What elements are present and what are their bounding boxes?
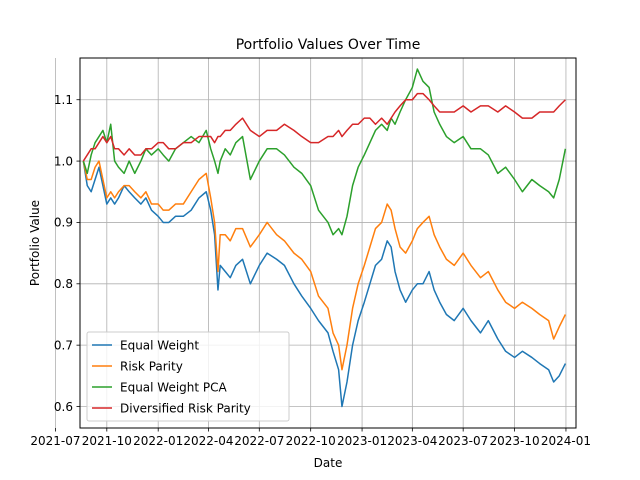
plot-frame — [79, 57, 577, 429]
series-line-diversified-risk-parity — [82, 92, 566, 162]
x-tick-label: 2023-10 — [489, 434, 539, 448]
x-tick-label: 2021-07 — [30, 434, 80, 448]
series-line-equal-weight-pca — [82, 68, 567, 236]
chart-title: Portfolio Values Over Time — [236, 37, 421, 53]
x-tick-label: 2023-01 — [337, 434, 387, 448]
x-tick-label: 2024-01 — [541, 434, 591, 448]
y-axis-ticks: 0.6 0.7 0.8 0.9 1.0 1.1 — [54, 93, 80, 414]
legend-label: Risk Parity — [120, 359, 183, 373]
legend-box — [86, 331, 290, 422]
grid-lines — [55, 58, 576, 428]
x-tick-label: 2022-04 — [183, 434, 233, 448]
legend: Equal Weight Risk Parity Equal Weight PCA D… — [86, 331, 290, 422]
series-line-equal-weight — [82, 160, 567, 408]
legend-label: Diversified Risk Parity — [120, 401, 251, 415]
x-tick-label: 2023-07 — [438, 434, 488, 448]
x-tick-label: 2023-04 — [387, 434, 437, 448]
y-tick-label: 0.6 — [54, 400, 73, 414]
x-axis-ticks: 2021-07 2021-10 2022-01 2022-04 2022-07 2022-… — [30, 428, 591, 448]
x-tick-label: 2022-01 — [133, 434, 183, 448]
legend-label: Equal Weight — [120, 338, 199, 352]
y-axis-label: Portfolio Value — [28, 200, 42, 286]
x-tick-label: 2022-07 — [234, 434, 284, 448]
series-line-risk-parity — [82, 160, 567, 371]
x-tick-label: 2022-10 — [286, 434, 336, 448]
y-tick-label: 0.9 — [54, 216, 73, 230]
y-tick-label: 0.8 — [54, 277, 73, 291]
x-axis-label: Date — [314, 456, 343, 470]
x-tick-label: 2021-10 — [82, 434, 132, 448]
y-tick-label: 1.0 — [54, 154, 73, 168]
series-lines — [82, 68, 567, 408]
y-tick-label: 1.1 — [54, 93, 73, 107]
legend-label: Equal Weight PCA — [120, 380, 228, 394]
y-tick-label: 0.7 — [54, 338, 73, 352]
